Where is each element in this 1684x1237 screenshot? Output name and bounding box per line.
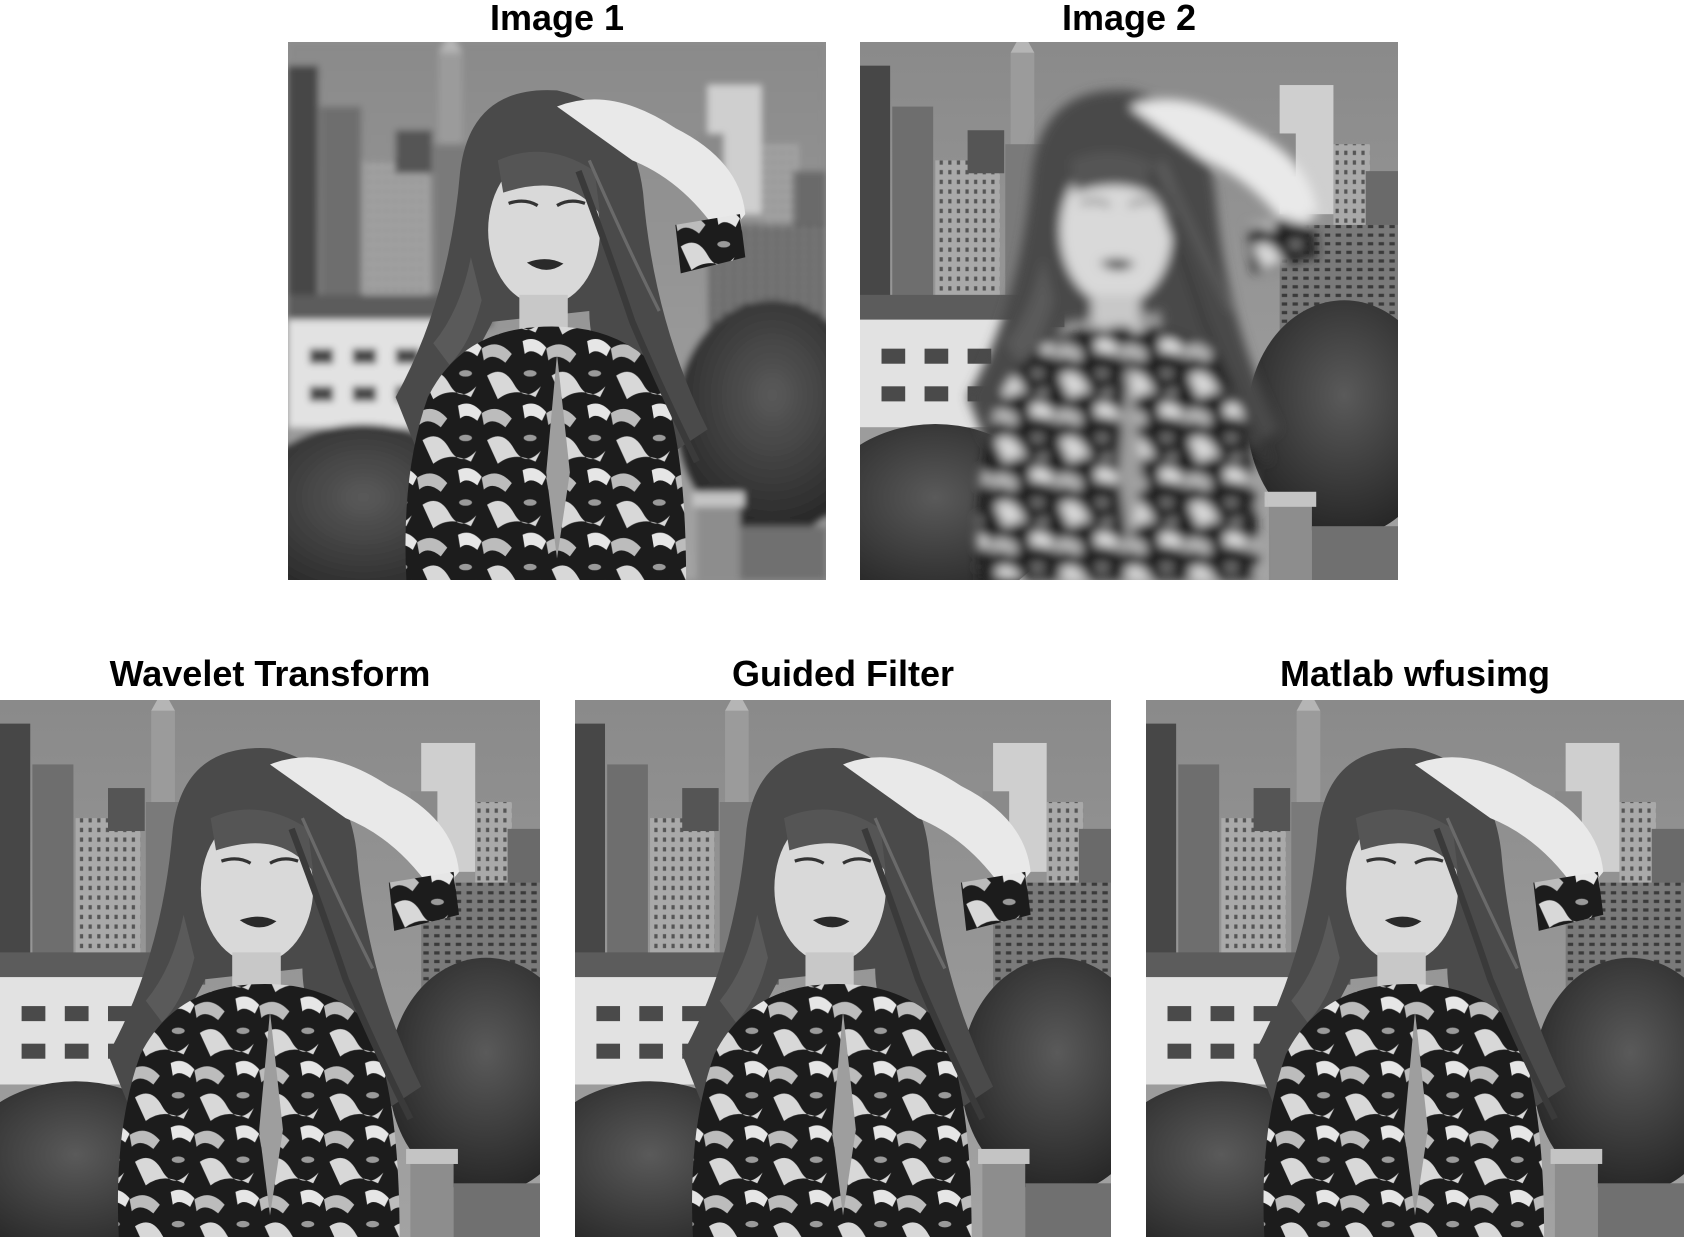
wavelet-transform-photo <box>0 700 540 1237</box>
photo-canvas <box>1146 700 1684 1237</box>
panel-title-guided-filter: Guided Filter <box>731 653 954 694</box>
matlab-wfusimg-photo <box>1146 700 1684 1237</box>
panel-title-image-1: Image 1 <box>489 0 625 38</box>
photo-canvas <box>288 42 826 580</box>
photo-canvas <box>575 700 1111 1237</box>
guided-filter-photo <box>575 700 1111 1237</box>
photo-canvas <box>0 700 540 1237</box>
image-2-photo <box>860 42 1398 580</box>
panel-title-matlab-wfusimg: Matlab wfusimg <box>1279 653 1551 694</box>
panel-title-wavelet-transform: Wavelet Transform <box>109 653 431 694</box>
panel-title-image-2: Image 2 <box>1061 0 1197 38</box>
image-1-photo <box>288 42 826 580</box>
photo-canvas <box>860 42 1398 580</box>
